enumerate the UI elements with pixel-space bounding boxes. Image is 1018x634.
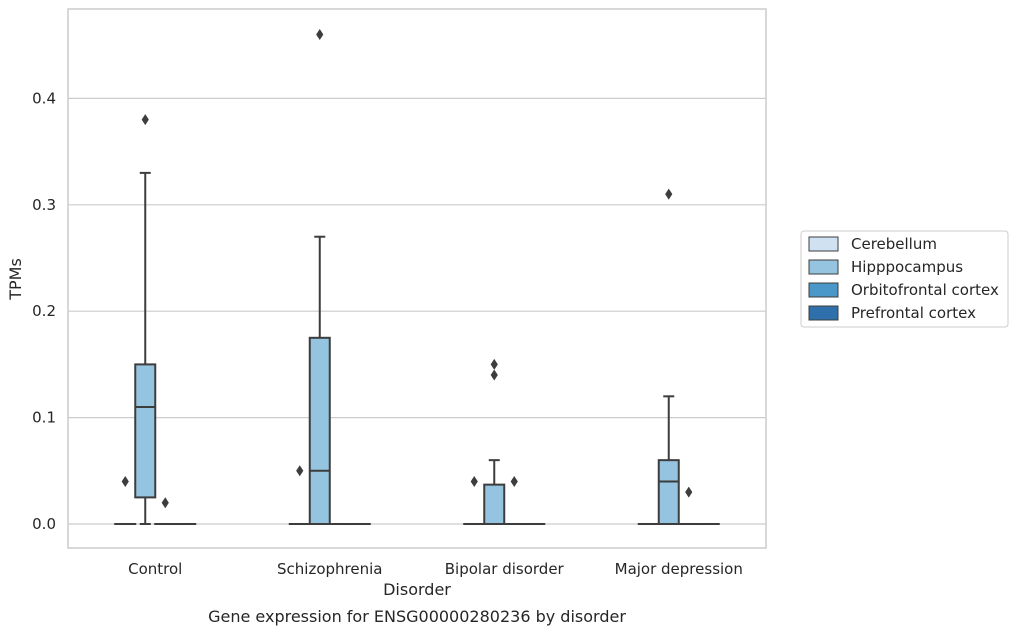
outlier-point — [296, 465, 304, 477]
y-tick-label: 0.0 — [32, 515, 56, 533]
outlier-point — [510, 475, 518, 487]
y-axis-title: TPMs — [6, 258, 25, 301]
x-axis-title: Disorder — [383, 580, 451, 599]
x-tick-label: Bipolar disorder — [445, 560, 565, 578]
box-group — [134, 114, 157, 525]
y-axis: 0.0 0.1 0.2 0.3 0.4 — [32, 89, 56, 533]
box — [308, 336, 331, 525]
outlier-point — [121, 475, 129, 487]
outlier-point — [161, 497, 169, 509]
outlier-point — [665, 188, 673, 200]
outlier-point — [470, 475, 478, 487]
box — [483, 483, 506, 525]
box-group — [657, 188, 680, 526]
outlier-point — [141, 114, 149, 126]
outlier-point — [490, 369, 498, 381]
box — [134, 363, 157, 499]
outlier-point — [490, 358, 498, 370]
box-group — [308, 29, 331, 525]
plot-frame — [67, 8, 767, 549]
x-tick-label: Control — [128, 560, 182, 578]
outlier-point — [685, 486, 693, 498]
chart-caption: Gene expression for ENSG00000280236 by d… — [208, 607, 626, 626]
y-tick-label: 0.3 — [32, 196, 56, 214]
legend-swatch — [808, 282, 839, 298]
box-group — [503, 475, 526, 526]
box-group — [114, 475, 137, 526]
legend-label: Prefrontal cortex — [851, 304, 976, 322]
box — [657, 459, 680, 526]
y-tick-label: 0.2 — [32, 302, 56, 320]
x-tick-label: Schizophrenia — [277, 560, 382, 578]
legend-frame — [800, 230, 1009, 328]
x-tick-label: Major depression — [615, 560, 743, 578]
box-series — [114, 29, 720, 526]
legend: Cerebellum Hipppocampus Orbitofrontal cort… — [800, 230, 1009, 328]
y-tick-label: 0.4 — [32, 89, 56, 107]
y-tick-label: 0.1 — [32, 409, 56, 427]
legend-swatch — [808, 236, 839, 252]
legend-label: Orbitofrontal cortex — [851, 281, 999, 299]
outlier-point — [316, 29, 324, 41]
legend-swatch — [808, 305, 839, 321]
box-group — [483, 358, 506, 525]
legend-swatch — [808, 259, 839, 275]
legend-label: Cerebellum — [851, 235, 937, 253]
legend-label: Hipppocampus — [851, 258, 963, 276]
x-axis: Control Schizophrenia Bipolar disorder Majo… — [128, 560, 743, 578]
